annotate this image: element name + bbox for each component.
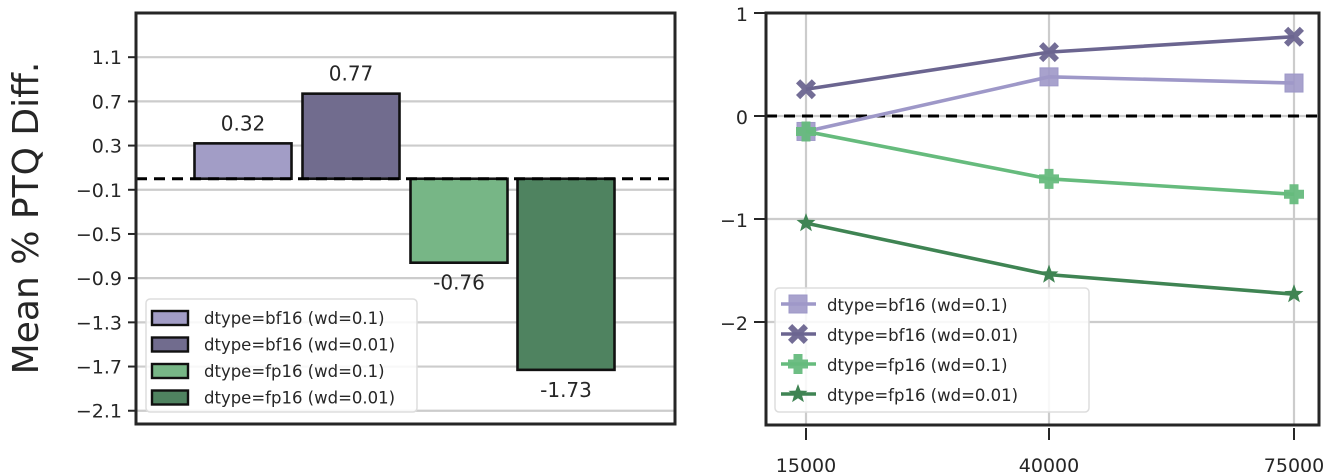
y-tick-label: −0.1 xyxy=(76,180,122,202)
square-marker-icon xyxy=(1039,67,1059,87)
bar-value-label: 0.32 xyxy=(221,111,266,135)
x-marker-icon xyxy=(1284,26,1304,47)
y-tick-label: −1.3 xyxy=(76,312,122,334)
star-marker-icon xyxy=(1039,264,1059,283)
y-tick-label: 1 xyxy=(736,4,748,26)
legend: dtype=bf16 (wd=0.1) dtype=bf16 (wd=0.01) d… xyxy=(774,287,1090,413)
star-marker-icon xyxy=(788,384,808,403)
bar-value-label: 0.77 xyxy=(329,62,374,86)
bar xyxy=(409,177,509,264)
y-tick-label: −2.1 xyxy=(76,401,122,423)
legend: dtype=bf16 (wd=0.1) dtype=bf16 (wd=0.01) d… xyxy=(145,298,418,413)
plus-marker-icon xyxy=(796,121,816,142)
x-marker-icon xyxy=(1039,42,1059,63)
y-tick-label: −1 xyxy=(720,210,748,232)
legend-swatch xyxy=(150,309,190,327)
legend-label: dtype=fp16 (wd=0.01) xyxy=(204,389,395,408)
bar-chart: 0.32 0.77 -0.76 -1.73 1.1 0.7 0.3 −0.1 −0.5 −0.9 −… xyxy=(6,11,677,426)
x-tick-label: 15000 xyxy=(776,455,836,472)
legend-box xyxy=(145,298,418,413)
legend-label: dtype=bf16 (wd=0.01) xyxy=(204,336,395,355)
y-tick-label: 0.7 xyxy=(92,91,122,113)
y-tick-label: 0.3 xyxy=(92,136,122,158)
legend-label: dtype=fp16 (wd=0.01) xyxy=(827,386,1018,405)
legend-label: dtype=bf16 (wd=0.01) xyxy=(827,326,1018,345)
bar xyxy=(301,92,401,181)
line-chart: 1 0 −1 −2 15000 40000 75000 dtype=bf16 (wd=0.1)… xyxy=(720,4,1324,472)
plus-marker-icon xyxy=(1284,184,1304,205)
series-line xyxy=(796,121,1304,205)
x-marker-icon xyxy=(788,324,808,344)
legend-label: dtype=fp16 (wd=0.1) xyxy=(827,356,1008,375)
square-marker-icon xyxy=(788,294,808,314)
x-marker-icon xyxy=(796,79,816,100)
legend-swatch xyxy=(150,336,190,353)
bar-value-label: -1.73 xyxy=(540,378,592,402)
legend-label: dtype=bf16 (wd=0.1) xyxy=(827,296,1008,315)
star-marker-icon xyxy=(796,213,816,232)
bar xyxy=(193,142,293,181)
y-axis-label: Mean % PTQ Diff. xyxy=(6,62,47,375)
y-tick-label: −1.7 xyxy=(76,357,122,379)
x-tick-label: 75000 xyxy=(1264,455,1324,472)
axes-frame xyxy=(134,11,677,426)
x-tick-label: 40000 xyxy=(1019,455,1079,472)
legend-swatch xyxy=(150,389,190,406)
plus-marker-icon xyxy=(788,354,808,374)
series-line xyxy=(796,26,1304,100)
plus-marker-icon xyxy=(1039,168,1059,189)
legend-label: dtype=fp16 (wd=0.1) xyxy=(204,362,385,381)
y-tick-label: −0.5 xyxy=(76,224,122,246)
y-tick-label: 0 xyxy=(736,107,748,129)
legend-box xyxy=(774,287,1090,413)
y-tick-label: −2 xyxy=(720,313,748,335)
star-marker-icon xyxy=(1284,284,1304,303)
bar-value-label: -0.76 xyxy=(433,271,485,295)
series-line xyxy=(796,213,1304,303)
legend-swatch xyxy=(150,362,190,380)
y-tick-label: −0.9 xyxy=(76,268,122,290)
bar xyxy=(516,177,616,372)
y-tick-label: 1.1 xyxy=(92,47,122,69)
square-marker-icon xyxy=(1284,73,1304,93)
legend-label: dtype=bf16 (wd=0.1) xyxy=(204,309,385,328)
